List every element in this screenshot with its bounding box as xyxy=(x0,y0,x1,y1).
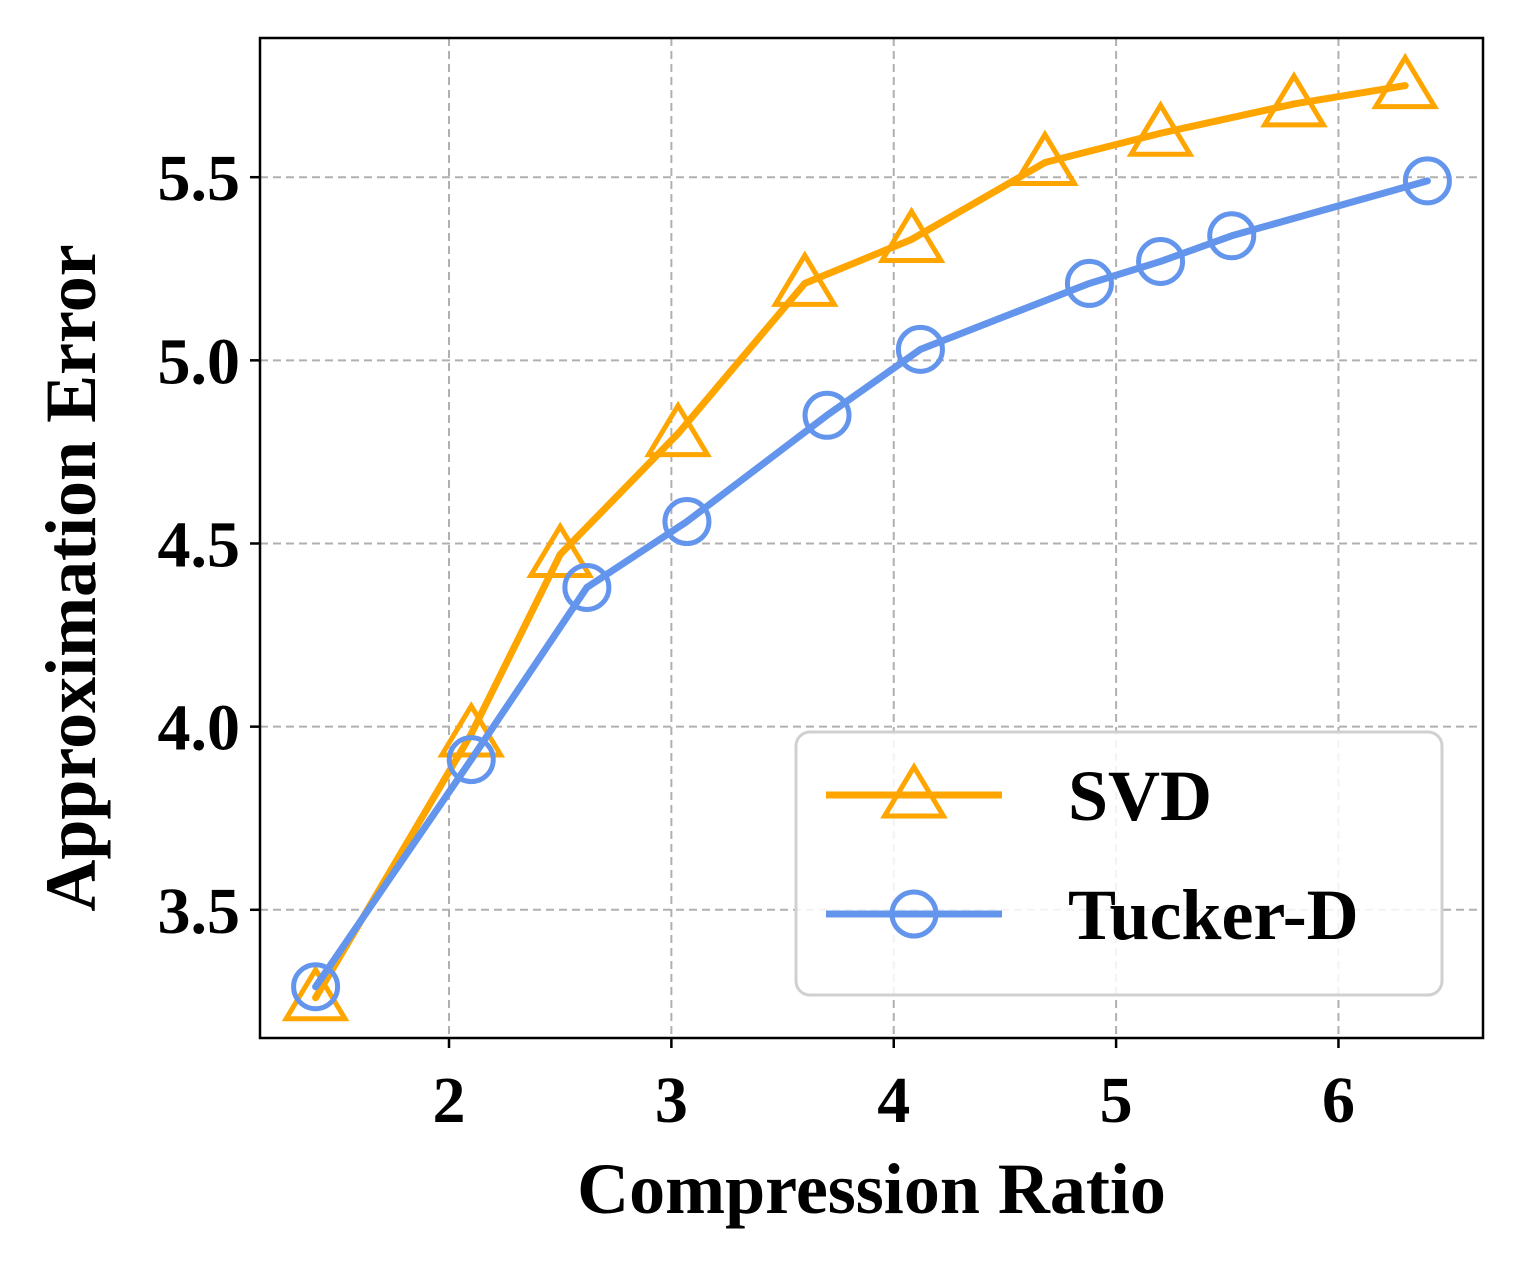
y-tick-label: 4.5 xyxy=(158,508,241,581)
svd-line xyxy=(312,82,1409,1002)
legend-svd-marker xyxy=(880,762,948,819)
tucker-d-point xyxy=(1207,211,1257,261)
tucker-d-point xyxy=(802,390,852,440)
tucker-d-point xyxy=(562,562,612,612)
series-tucker-d xyxy=(291,156,1452,1012)
y-axis-title: Approximation Error xyxy=(31,244,111,911)
svd-point xyxy=(877,206,946,263)
x-tick-label: 4 xyxy=(877,1064,910,1137)
svd-point xyxy=(1126,100,1195,157)
legend-svd-label: SVD xyxy=(1068,756,1212,836)
x-tick-label: 3 xyxy=(655,1064,688,1137)
svd-point xyxy=(281,964,350,1022)
x-tick-label: 6 xyxy=(1322,1064,1355,1137)
tucker-d-point xyxy=(1136,236,1186,286)
x-tick-label: 2 xyxy=(433,1064,466,1137)
tucker-d-line xyxy=(312,177,1431,991)
svd-point xyxy=(1011,129,1079,187)
svd-point xyxy=(644,400,712,458)
series-svd xyxy=(281,52,1439,1022)
svd-point xyxy=(770,250,839,307)
y-tick-label: 5.5 xyxy=(158,142,241,215)
legend: SVD Tucker-D xyxy=(794,730,1444,997)
plot-area-frame xyxy=(258,36,1485,1040)
tucker-d-point xyxy=(1402,156,1452,206)
svd-point xyxy=(526,521,595,578)
tucker-d-point xyxy=(895,324,945,374)
y-tick-label: 3.5 xyxy=(158,875,241,948)
svd-point xyxy=(1260,71,1328,128)
y-tick-label: 4.0 xyxy=(158,692,241,765)
svd-point xyxy=(1371,52,1439,110)
x-tick-label: 5 xyxy=(1100,1064,1133,1137)
series-lines xyxy=(281,52,1452,1022)
x-axis-title: Compression Ratio xyxy=(577,1149,1166,1229)
tucker-d-point xyxy=(1064,258,1114,308)
y-tick-label: 5.0 xyxy=(158,325,241,398)
axis-ticks: 2 3 4 5 6 3.5 4.0 4.5 5.0 5.5 xyxy=(158,142,1355,1137)
tucker-d-point xyxy=(662,497,712,547)
legend-tucker-d-marker xyxy=(889,889,939,939)
tucker-d-point xyxy=(291,962,341,1012)
legend-tucker-d-label: Tucker-D xyxy=(1068,875,1359,955)
tucker-d-point xyxy=(446,735,496,785)
